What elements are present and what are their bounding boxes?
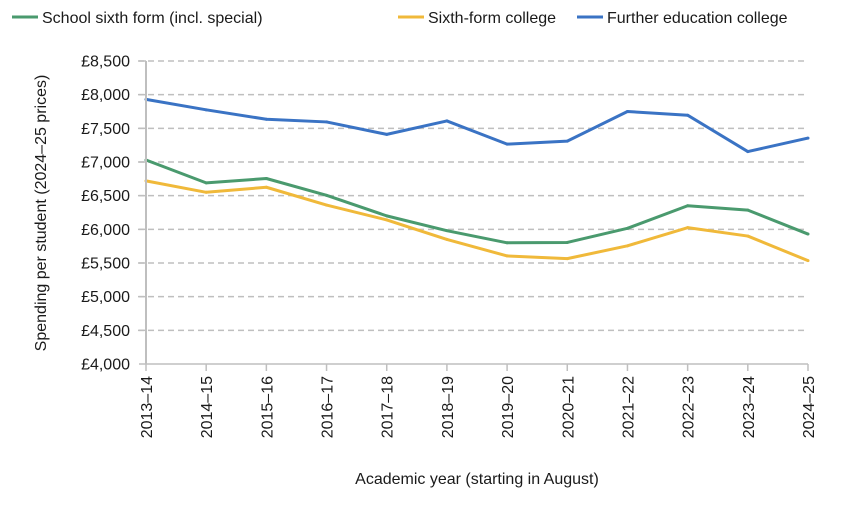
- series-lines: [144, 97, 810, 263]
- legend-label: Sixth-form college: [428, 10, 556, 27]
- data-point: [445, 229, 449, 233]
- data-point: [445, 237, 449, 241]
- legend-label: School sixth form (incl. special): [42, 10, 263, 27]
- data-point: [746, 150, 750, 154]
- y-tick-label: £6,000: [81, 222, 130, 239]
- data-point: [686, 226, 690, 230]
- data-point: [385, 132, 389, 136]
- legend: School sixth form (incl. special) Sixth-f…: [12, 10, 788, 27]
- x-tick-label: 2014–15: [199, 376, 216, 438]
- x-tick-label: 2019–20: [500, 376, 517, 438]
- x-tick-label: 2023–24: [741, 376, 758, 438]
- data-point: [806, 259, 810, 263]
- data-point: [625, 110, 629, 113]
- y-tick-label: £6,500: [81, 188, 130, 205]
- series-line-0: [145, 158, 809, 245]
- data-point: [325, 120, 329, 124]
- data-point: [204, 190, 208, 194]
- y-tick-label: £4,000: [81, 357, 130, 374]
- data-point: [445, 119, 449, 123]
- data-point: [385, 218, 389, 222]
- y-tick-label: £7,000: [81, 155, 130, 172]
- x-tick-label: 2015–16: [259, 376, 276, 438]
- y-tick-label: £8,000: [81, 87, 130, 104]
- data-point: [746, 208, 750, 212]
- y-tick-label: £4,500: [81, 323, 130, 340]
- legend-label: Further education college: [607, 10, 788, 27]
- y-axis-title: Spending per student (2024–25 prices): [33, 75, 50, 352]
- data-point: [264, 176, 268, 180]
- x-tick-label: 2021–22: [620, 376, 637, 438]
- y-axis-ticks: £4,000 £4,500 £5,000 £5,500 £6,000 £6,500 £7,0…: [81, 54, 146, 374]
- x-tick-label: 2013–14: [139, 376, 156, 438]
- data-point: [204, 108, 208, 112]
- x-axis-title: Academic year (starting in August): [355, 471, 599, 488]
- data-point: [746, 234, 750, 238]
- data-point: [505, 241, 509, 245]
- x-axis-ticks: 2013–14 2014–15 2015–16 2016–17 2017–18 2018–…: [139, 364, 818, 438]
- y-tick-label: £8,500: [81, 54, 130, 71]
- legend-item: Sixth-form college: [398, 10, 556, 27]
- data-point: [325, 193, 329, 197]
- data-point: [385, 214, 389, 218]
- x-tick-label: 2018–19: [440, 376, 457, 438]
- data-point: [325, 203, 329, 207]
- x-tick-label: 2024–25: [801, 376, 818, 438]
- x-tick-label: 2017–18: [380, 376, 397, 438]
- legend-item: Further education college: [577, 10, 788, 27]
- series-line-2: [145, 97, 809, 154]
- y-tick-label: £5,500: [81, 256, 130, 273]
- data-point: [625, 226, 629, 230]
- x-tick-label: 2020–21: [560, 376, 577, 438]
- data-point: [686, 113, 690, 117]
- series-line-1: [145, 179, 809, 263]
- data-point: [565, 257, 569, 261]
- data-point: [565, 240, 569, 244]
- data-point: [806, 136, 810, 140]
- data-point: [264, 117, 268, 121]
- y-tick-label: £7,500: [81, 121, 130, 138]
- data-point: [264, 185, 268, 189]
- legend-item: School sixth form (incl. special): [12, 10, 263, 27]
- data-point: [204, 181, 208, 185]
- data-point: [686, 204, 690, 208]
- x-tick-label: 2022–23: [681, 376, 698, 438]
- data-point: [625, 244, 629, 248]
- data-point: [505, 254, 509, 258]
- data-point: [505, 142, 509, 146]
- data-point: [565, 139, 569, 143]
- y-tick-label: £5,000: [81, 289, 130, 306]
- data-point: [806, 232, 810, 236]
- x-tick-label: 2016–17: [320, 376, 337, 438]
- gridlines: [138, 60, 808, 332]
